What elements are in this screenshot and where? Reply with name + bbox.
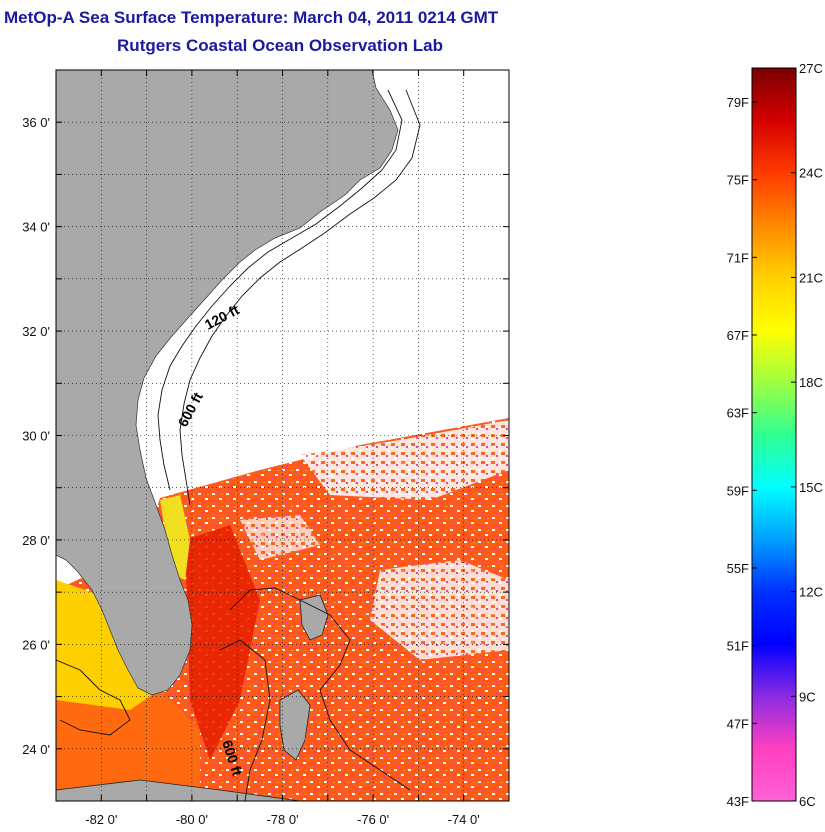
lon-tick-label: -78 0' [266,812,298,827]
colorbar-ticks: 79F 75F 71F 67F 63F 59F 55F 51F 47F 43F 27C 24C 21C 1… [727,61,823,809]
colorbar-c-label: 15C [799,480,823,495]
colorbar-f-label: 75F [727,173,749,188]
lat-tick-label: 36 0' [22,115,50,130]
colorbar-c-label: 18C [799,375,823,390]
colorbar-c-label: 6C [799,794,816,809]
bahamas-island [279,689,311,761]
contour-600ft [179,89,421,506]
map-border [55,69,510,802]
contour-bahamas [219,639,271,801]
gulf-stream [185,525,260,760]
map-subtitle: Rutgers Coastal Ocean Observation Lab [117,36,443,55]
map-title: MetOp-A Sea Surface Temperature: March 0… [4,8,499,27]
cloud-patch [370,560,509,660]
colorbar-c-label: 21C [799,270,823,285]
colorbar-f-label: 67F [727,328,749,343]
colorbar-f-label: 59F [727,483,749,498]
gulf-of-mexico-sst [56,580,160,720]
contour-gulf [56,659,131,736]
cloud-patch [300,420,509,500]
lat-tick-label: 30 0' [22,429,50,444]
map-ticks: 36 0' 34 0' 32 0' 30 0' 28 0' 26 0' 24 0' -82 0… [22,69,510,827]
nearshore-sst [160,495,190,580]
colorbar-c-label: 24C [799,166,823,181]
colorbar-f-label: 63F [727,406,749,421]
colorbar-c-label: 12C [799,585,823,600]
lon-tick-label: -80 0' [176,812,208,827]
cloud-patch [240,515,320,560]
cuba-coast [56,779,301,801]
bahamas-island [299,594,329,641]
lat-tick-label: 26 0' [22,637,50,652]
gulf-of-mexico-sst [56,690,200,801]
lon-tick-label: -82 0' [85,812,117,827]
land-mass [56,70,399,696]
lat-tick-label: 32 0' [22,324,50,339]
lat-tick-label: 24 0' [22,742,50,757]
contour-bahamas [229,587,411,791]
colorbar-f-label: 71F [727,250,749,265]
colorbar-f-label: 47F [727,716,749,731]
colorbar-c-label: 9C [799,689,816,704]
colorbar-f-label: 55F [727,561,749,576]
lon-tick-label: -74 0' [448,812,480,827]
contour-120ft [157,89,403,491]
colorbar [751,67,797,802]
colorbar-c-label: 27C [799,61,823,76]
lon-tick-label: -76 0' [357,812,389,827]
lat-tick-label: 34 0' [22,220,50,235]
colorbar-f-label: 43F [727,794,749,809]
lat-tick-label: 28 0' [22,533,50,548]
colorbar-f-label: 51F [727,639,749,654]
colorbar-f-label: 79F [727,95,749,110]
